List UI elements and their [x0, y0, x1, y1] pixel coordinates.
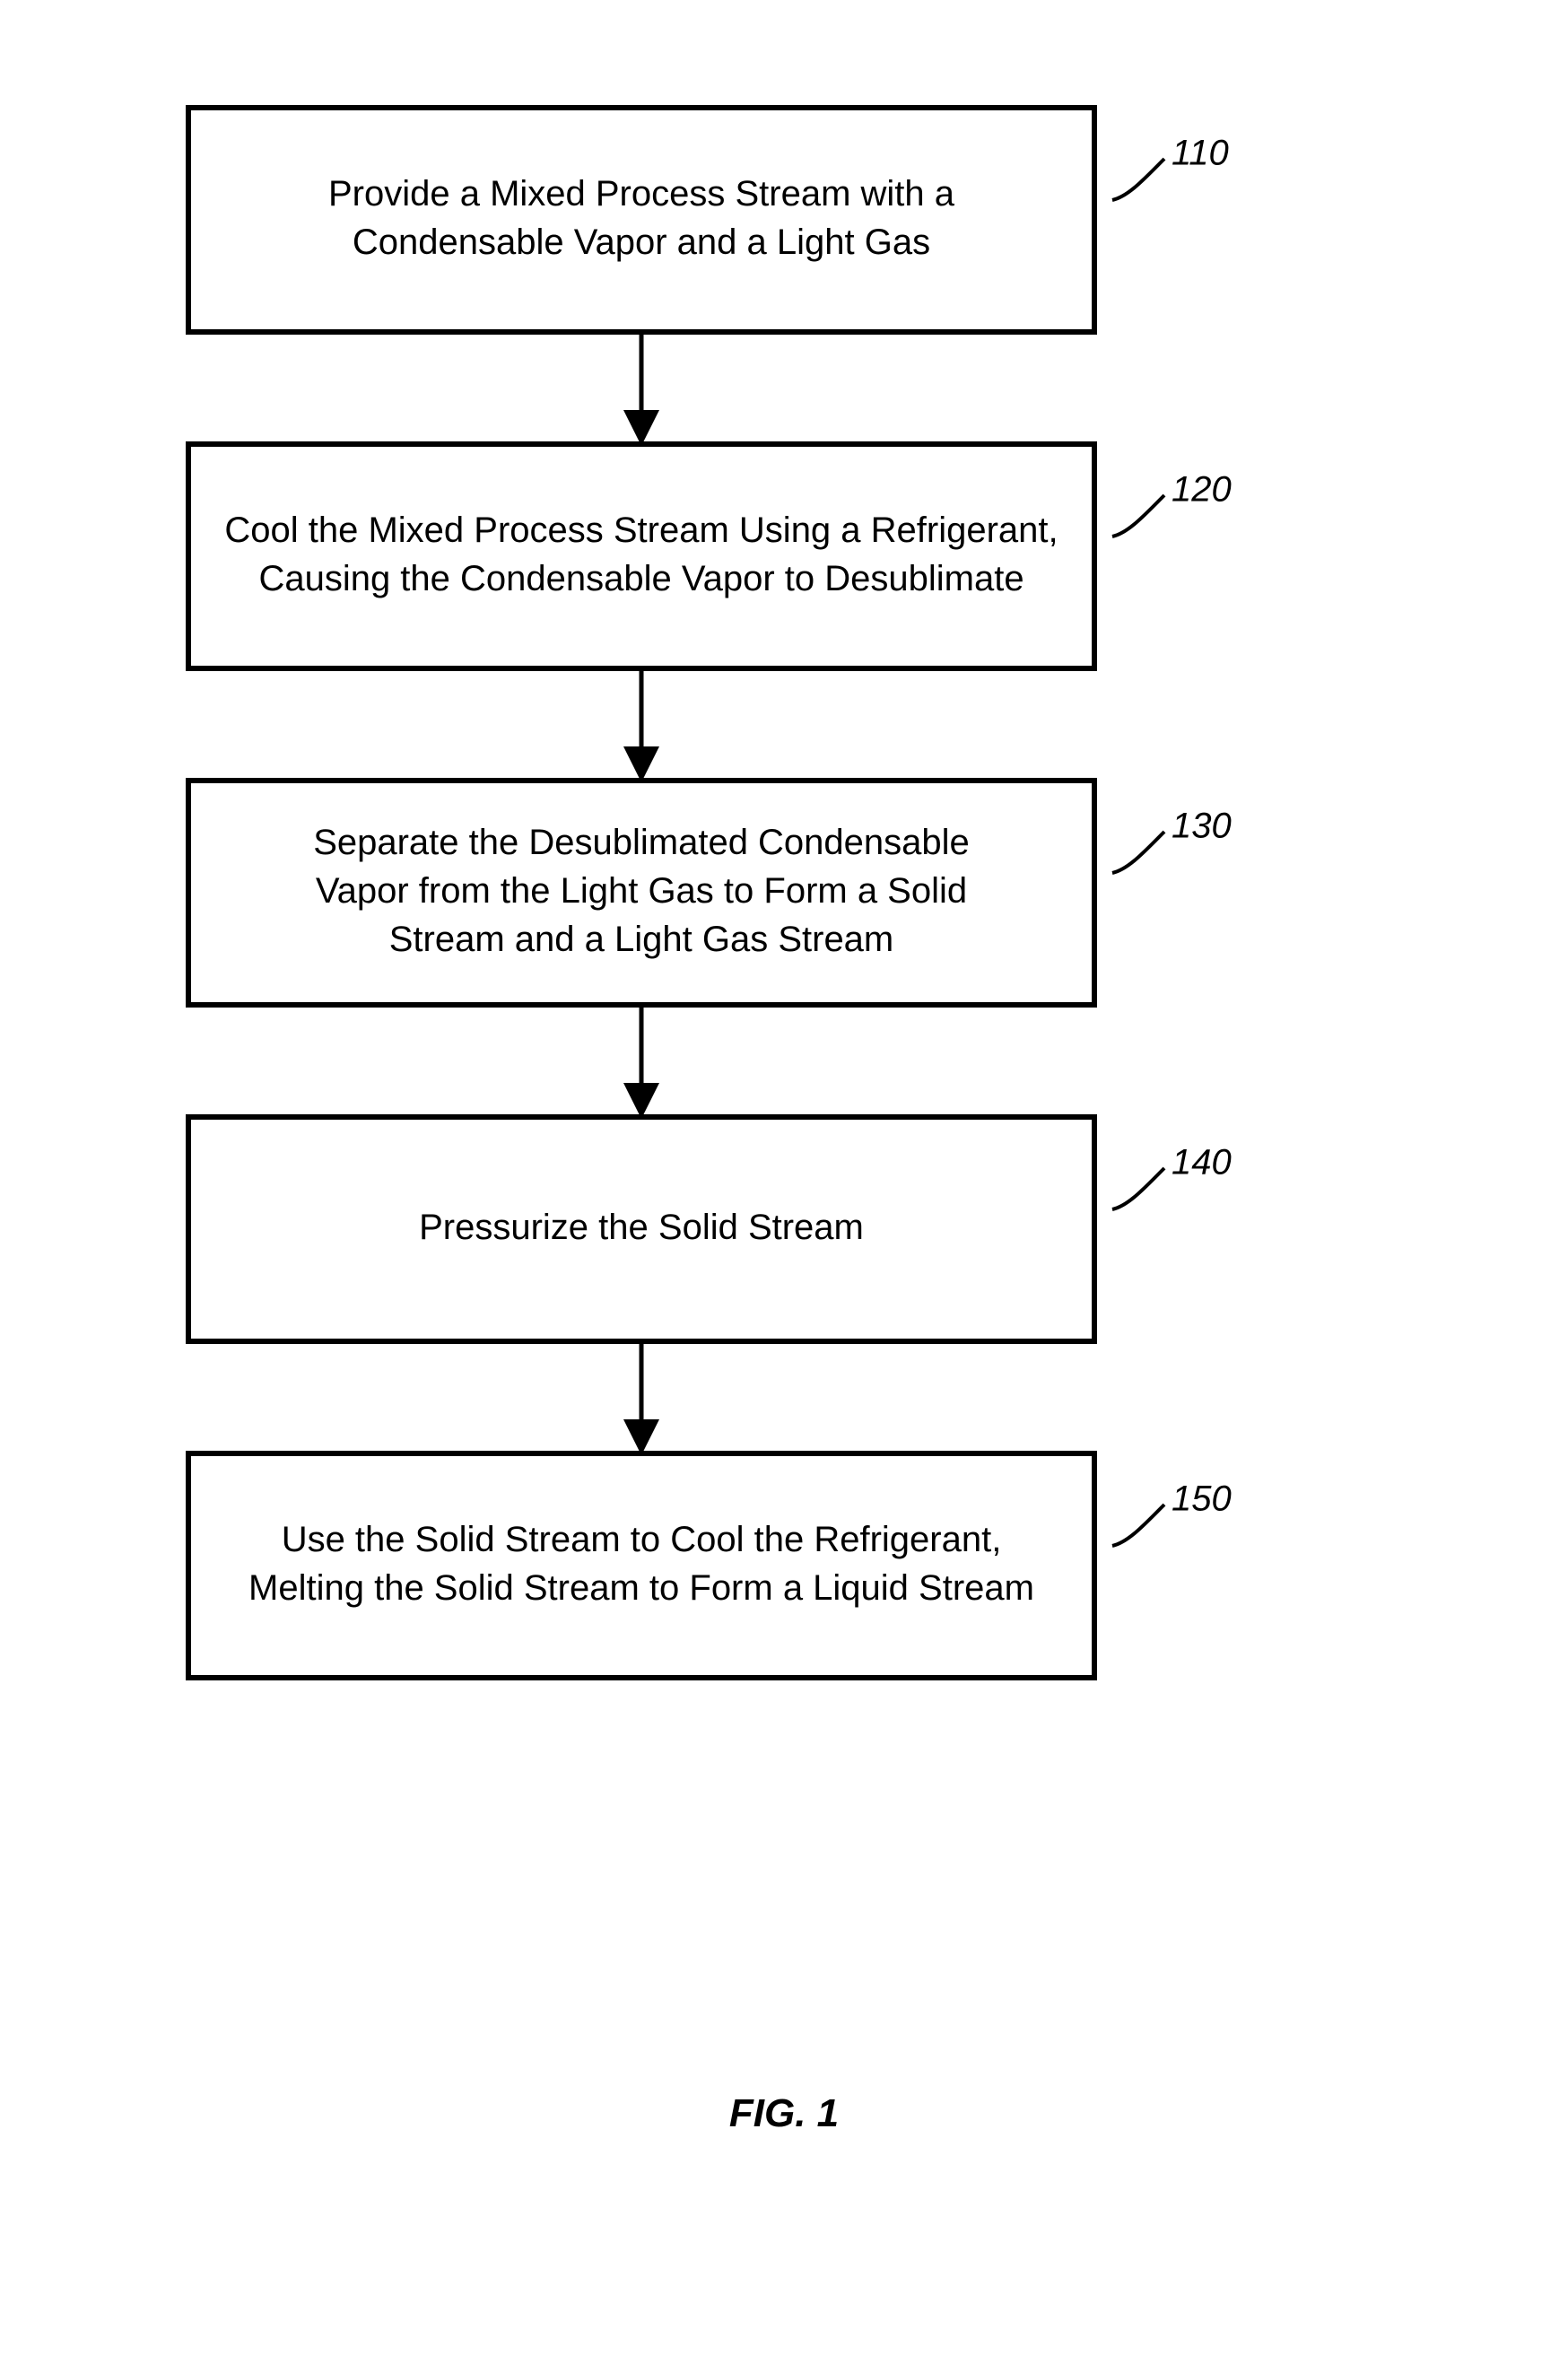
- flow-node-text-n130: Separate the Desublimated CondensableVap…: [313, 823, 970, 959]
- label-leader-n150: [1112, 1505, 1164, 1546]
- label-leader-n120: [1112, 495, 1164, 537]
- flow-node-label-n140: 140: [1172, 1143, 1232, 1182]
- flow-node-label-n150: 150: [1172, 1479, 1232, 1519]
- label-leader-n130: [1112, 832, 1164, 873]
- flow-node-n110: [188, 108, 1094, 332]
- flow-node-n150: [188, 1453, 1094, 1678]
- label-leader-n140: [1112, 1168, 1164, 1209]
- flow-node-text-n120: Cool the Mixed Process Stream Using a Re…: [224, 510, 1058, 598]
- flow-node-n120: [188, 444, 1094, 668]
- flow-node-label-n130: 130: [1172, 807, 1232, 846]
- flow-node-text-n110: Provide a Mixed Process Stream with aCon…: [328, 174, 955, 262]
- flow-node-label-n110: 110: [1172, 134, 1229, 173]
- flow-node-text-n150: Use the Solid Stream to Cool the Refrige…: [248, 1520, 1034, 1608]
- flowchart: Provide a Mixed Process Stream with aCon…: [0, 0, 1568, 2356]
- figure-caption: FIG. 1: [729, 2091, 839, 2135]
- label-leader-n110: [1112, 159, 1164, 200]
- flow-node-label-n120: 120: [1172, 470, 1232, 510]
- flow-node-text-n140: Pressurize the Solid Stream: [419, 1208, 864, 1247]
